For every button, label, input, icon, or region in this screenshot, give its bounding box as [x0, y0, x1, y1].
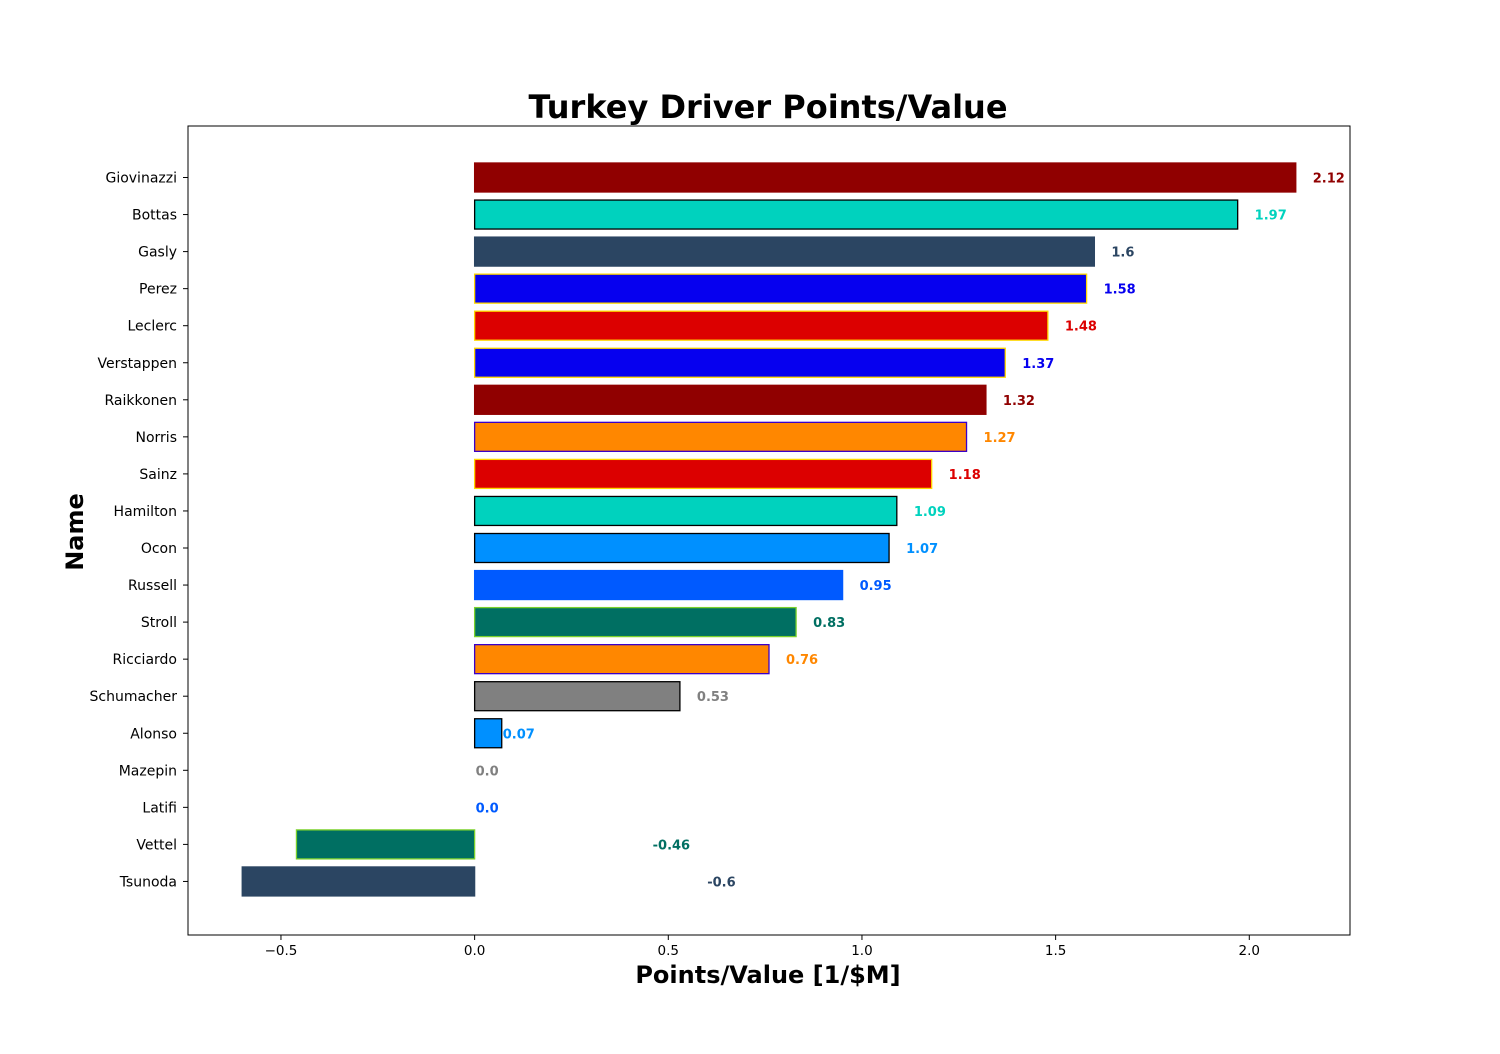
- y-tick-label: Russell: [128, 578, 177, 594]
- data-label-leclerc: 1.48: [1065, 320, 1097, 335]
- data-label-ricciardo: 0.76: [786, 653, 818, 668]
- data-label-bottas: 1.97: [1255, 209, 1287, 224]
- y-tick-label: Schumacher: [90, 689, 178, 705]
- data-label-stroll: 0.83: [813, 616, 845, 631]
- data-label-tsunoda: -0.6: [707, 875, 735, 890]
- bar-leclerc: [473, 310, 1049, 341]
- bar-tsunoda: [241, 866, 476, 897]
- data-label-latifi: 0.0: [476, 801, 499, 816]
- x-tick-label: 0.5: [658, 943, 679, 959]
- y-tick-label: Bottas: [132, 208, 177, 224]
- y-tick-label: Alonso: [130, 726, 177, 742]
- y-tick-label: Stroll: [141, 615, 177, 631]
- y-tick-label: Norris: [136, 430, 178, 446]
- data-label-ocon: 1.07: [906, 542, 938, 557]
- data-label-gasly: 1.6: [1111, 246, 1134, 261]
- data-label-hamilton: 1.09: [914, 505, 946, 520]
- y-tick-label: Ocon: [141, 541, 177, 557]
- bar-norris: [473, 421, 968, 453]
- bar-giovinazzi: [473, 162, 1297, 193]
- data-label-alonso: 0.07: [503, 727, 535, 742]
- y-axis-label: Name: [61, 493, 89, 571]
- data-label-mazepin: 0.0: [476, 764, 499, 779]
- bar-sainz: [473, 458, 933, 490]
- x-tick-label: 1.5: [1045, 943, 1066, 959]
- x-tick-label: 0.0: [464, 943, 485, 959]
- bar-vettel: [295, 829, 476, 860]
- bar-russell: [473, 569, 844, 601]
- bar-verstappen: [473, 347, 1006, 378]
- bar-gasly: [473, 236, 1096, 267]
- plot-frame: [187, 125, 1351, 936]
- plot-area: 2.12 Giovinazzi 1.97 Bottas 1.6 Gasly 1.58 Pere…: [90, 125, 1351, 959]
- x-tick-label: 2.0: [1239, 943, 1260, 959]
- data-label-giovinazzi: 2.12: [1313, 172, 1345, 187]
- data-label-norris: 1.27: [984, 431, 1016, 446]
- data-label-verstappen: 1.37: [1022, 357, 1054, 372]
- x-tick-label: 1.0: [851, 943, 872, 959]
- data-label-sainz: 1.18: [949, 468, 981, 483]
- y-tick-label: Verstappen: [98, 356, 177, 372]
- y-tick-label: Tsunoda: [119, 874, 177, 890]
- bar-stroll: [473, 606, 797, 638]
- bar-perez: [473, 273, 1088, 304]
- y-tick-label: Raikkonen: [104, 393, 177, 409]
- data-label-schumacher: 0.53: [697, 690, 729, 705]
- y-tick-label: Sainz: [139, 467, 177, 483]
- bar-alonso: [473, 718, 503, 749]
- y-tick-label: Ricciardo: [113, 652, 177, 668]
- bar-bottas: [473, 199, 1239, 230]
- data-label-russell: 0.95: [860, 579, 892, 594]
- bar-hamilton: [473, 495, 898, 527]
- bar-ricciardo: [473, 644, 770, 675]
- y-tick-label: Leclerc: [127, 319, 177, 335]
- x-tick-label: −0.5: [265, 943, 298, 959]
- y-tick-label: Mazepin: [119, 763, 177, 779]
- y-tick-label: Perez: [139, 282, 177, 298]
- data-label-vettel: -0.46: [653, 838, 690, 853]
- bar-schumacher: [473, 681, 681, 712]
- y-tick-label: Giovinazzi: [105, 171, 177, 187]
- data-label-raikkonen: 1.32: [1003, 394, 1035, 409]
- data-label-perez: 1.58: [1104, 283, 1136, 298]
- y-tick-label: Vettel: [136, 837, 177, 853]
- x-axis-label: Points/Value [1/$M]: [635, 961, 900, 989]
- bar-raikkonen: [473, 384, 987, 415]
- chart-title: Turkey Driver Points/Value: [528, 88, 1007, 126]
- y-tick-label: Hamilton: [114, 504, 177, 520]
- bar-ocon: [473, 532, 890, 564]
- y-tick-label: Latifi: [142, 800, 177, 816]
- y-tick-label: Gasly: [138, 245, 177, 261]
